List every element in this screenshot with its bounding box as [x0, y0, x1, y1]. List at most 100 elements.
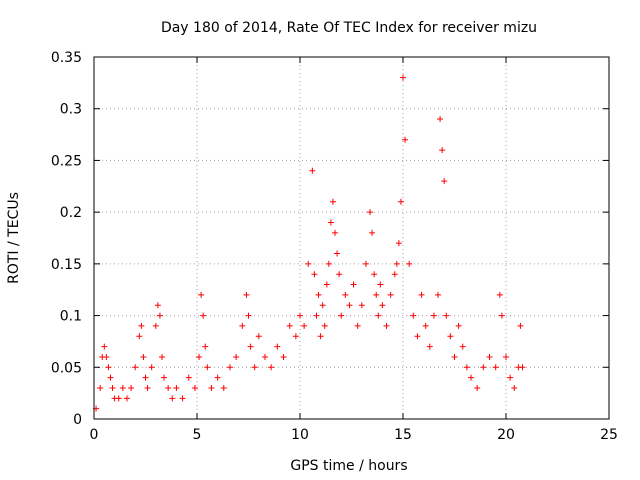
data-point: [387, 291, 394, 298]
x-tick-label: 25: [600, 427, 618, 443]
data-point: [336, 271, 343, 278]
data-point: [165, 384, 172, 391]
data-point: [115, 395, 122, 402]
data-point: [132, 364, 139, 371]
data-point: [119, 384, 126, 391]
data-point: [338, 312, 345, 319]
data-point: [383, 322, 390, 329]
data-point: [208, 384, 215, 391]
data-point: [274, 343, 281, 350]
data-point: [486, 353, 493, 360]
data-point: [332, 229, 339, 236]
data-point: [375, 312, 382, 319]
y-tick-label: 0.05: [51, 360, 82, 376]
data-point: [369, 229, 376, 236]
data-point: [309, 167, 316, 174]
data-point: [327, 219, 334, 226]
data-point: [422, 322, 429, 329]
y-tick-label: 0.35: [51, 50, 82, 66]
data-point: [391, 271, 398, 278]
data-point: [123, 395, 130, 402]
data-point: [128, 384, 135, 391]
data-point: [313, 312, 320, 319]
data-point: [239, 322, 246, 329]
data-point: [142, 374, 149, 381]
data-point: [323, 281, 330, 288]
data-point: [204, 364, 211, 371]
data-point: [474, 384, 481, 391]
data-point: [315, 291, 322, 298]
x-tick-label: 10: [291, 427, 309, 443]
data-point: [226, 364, 233, 371]
data-point: [393, 260, 400, 267]
data-point: [511, 384, 518, 391]
data-point: [329, 198, 336, 205]
data-point: [410, 312, 417, 319]
data-point: [435, 291, 442, 298]
data-point: [354, 322, 361, 329]
data-point: [373, 291, 380, 298]
data-point: [247, 343, 254, 350]
data-point: [463, 364, 470, 371]
data-point: [105, 364, 112, 371]
y-tick-label: 0.2: [60, 205, 82, 221]
data-point: [319, 302, 326, 309]
data-point: [517, 322, 524, 329]
data-point: [280, 353, 287, 360]
data-point: [406, 260, 413, 267]
data-point: [148, 364, 155, 371]
data-point: [492, 364, 499, 371]
y-tick-label: 0.25: [51, 153, 82, 169]
y-tick-label: 0: [73, 412, 82, 428]
data-point: [498, 312, 505, 319]
data-point: [179, 395, 186, 402]
data-point: [311, 271, 318, 278]
data-point: [418, 291, 425, 298]
data-point: [144, 384, 151, 391]
data-point: [334, 250, 341, 257]
data-point: [379, 302, 386, 309]
data-point: [301, 322, 308, 329]
data-point: [447, 333, 454, 340]
data-point: [321, 322, 328, 329]
grid-lines: [94, 57, 609, 419]
data-point: [214, 374, 221, 381]
data-point: [367, 209, 374, 216]
data-point: [268, 364, 275, 371]
data-point: [305, 260, 312, 267]
data-point: [507, 374, 514, 381]
data-point: [426, 343, 433, 350]
data-point: [286, 322, 293, 329]
y-tick-label: 0.15: [51, 257, 82, 273]
x-axis-label: GPS time / hours: [290, 458, 407, 474]
data-point: [233, 353, 240, 360]
data-point: [196, 353, 203, 360]
data-point: [443, 312, 450, 319]
data-point: [377, 281, 384, 288]
data-point: [400, 74, 406, 81]
data-point: [97, 384, 104, 391]
data-point: [255, 333, 262, 340]
data-point: [109, 384, 116, 391]
x-tick-label: 5: [193, 427, 202, 443]
data-point: [395, 240, 402, 247]
data-point: [152, 322, 159, 329]
data-point: [251, 364, 258, 371]
data-point: [441, 178, 448, 185]
data-point: [350, 281, 357, 288]
data-point: [437, 116, 444, 123]
data-point: [101, 343, 108, 350]
data-point: [202, 343, 209, 350]
data-point: [430, 312, 437, 319]
data-point: [185, 374, 192, 381]
x-tick-label: 15: [394, 427, 412, 443]
data-point: [261, 353, 268, 360]
data-point: [140, 353, 147, 360]
data-point: [480, 364, 487, 371]
data-point: [342, 291, 349, 298]
data-points: [93, 74, 526, 412]
data-point: [200, 312, 207, 319]
data-point: [451, 353, 458, 360]
data-point: [173, 384, 180, 391]
data-point: [459, 343, 466, 350]
